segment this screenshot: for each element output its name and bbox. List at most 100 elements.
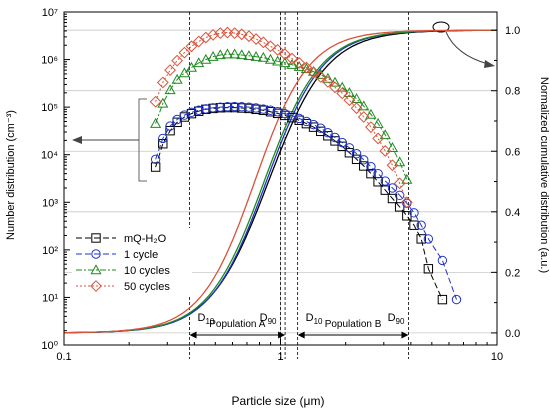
series-diamond	[149, 26, 413, 209]
data-point-diamond	[314, 71, 327, 83]
data-point-circle	[409, 208, 419, 218]
data-point-square	[359, 161, 369, 171]
data-point-circle	[186, 107, 197, 117]
data-point-diamond	[350, 102, 363, 115]
number-distribution-series	[149, 26, 462, 305]
data-point-circle	[91, 249, 101, 259]
data-point-triangle	[307, 65, 320, 76]
data-point-circle	[251, 103, 261, 113]
data-point-triangle	[286, 58, 298, 69]
data-point-circle	[423, 234, 434, 244]
data-point-circle	[222, 102, 233, 112]
data-point-square	[344, 148, 355, 158]
data-point-diamond	[393, 177, 406, 190]
data-point-diamond	[243, 30, 255, 43]
data-point-triangle	[200, 53, 212, 64]
data-point-circle	[244, 102, 254, 112]
data-point-circle	[194, 105, 204, 115]
x-tick-label: 1	[277, 351, 283, 363]
data-point-triangle	[257, 51, 269, 62]
data-point-circle	[280, 108, 290, 119]
series-circle	[150, 101, 462, 305]
legend-label: mQ-H₂O	[124, 233, 167, 245]
legend-label: 50 cycles	[124, 281, 170, 293]
d10-label-a: D10	[198, 312, 215, 326]
data-point-triangle	[358, 100, 370, 111]
data-point-triangle	[221, 48, 234, 59]
population-a-arrow-head-right	[278, 331, 286, 339]
x-tick-label: 10	[491, 351, 503, 363]
series-line	[155, 105, 457, 300]
data-point-diamond	[156, 76, 169, 89]
data-point-square	[416, 234, 426, 244]
axes-layer: 0.1 1 10 10⁰ 10¹ 10² 10³ 10⁴ 10⁵ 10⁶ 10⁷ 0.0 0.2 0.4 0…	[41, 7, 520, 363]
legend-label: 10 cycles	[124, 265, 170, 277]
data-point-diamond	[321, 75, 334, 88]
legend-label: 1 cycle	[124, 249, 158, 261]
y-axis-left-label: Number distribution (cm⁻³)	[5, 110, 17, 240]
data-point-triangle	[250, 50, 262, 61]
data-point-diamond	[293, 57, 306, 69]
data-point-circle	[366, 161, 376, 172]
y-right-tick-label: 1.0	[505, 25, 520, 37]
data-point-circle	[150, 154, 161, 165]
data-point-triangle	[379, 129, 391, 140]
d90-label-a: D90	[260, 312, 277, 326]
data-point-square	[423, 264, 434, 274]
series-line	[155, 107, 443, 300]
data-point-square	[150, 162, 161, 172]
data-point-diamond	[257, 36, 270, 49]
data-point-triangle	[178, 67, 190, 78]
data-point-triangle	[171, 73, 183, 84]
population-a-label-bg	[203, 317, 277, 329]
y-left-tick-label: 10⁷	[42, 7, 58, 19]
data-point-diamond	[336, 87, 349, 100]
cumulative-curves	[63, 29, 498, 334]
data-point-circle	[337, 137, 347, 148]
data-point-diamond	[357, 111, 370, 123]
data-point-diamond	[228, 27, 241, 40]
data-point-square	[351, 154, 362, 165]
data-point-triangle	[207, 50, 219, 61]
data-point-diamond	[271, 43, 284, 56]
y-right-tick-label: 0.4	[505, 207, 520, 219]
data-point-triangle	[279, 57, 291, 68]
data-point-circle	[201, 104, 211, 114]
data-point-diamond	[307, 66, 320, 79]
data-point-triangle	[394, 156, 406, 167]
y-right-tick-label: 0.8	[505, 86, 520, 98]
y-right-tick-label: 0.2	[505, 267, 520, 279]
legend: mQ-H₂O 1 cycle 10 cycles 50 cycles	[72, 228, 192, 296]
data-point-triangle	[243, 50, 255, 61]
data-point-triangle	[229, 48, 241, 59]
data-point-circle	[237, 102, 247, 112]
data-point-triangle	[264, 53, 277, 64]
y-left-tick-label: 10⁰	[41, 340, 58, 352]
data-point-diamond	[149, 95, 162, 108]
data-point-circle	[380, 176, 390, 186]
data-point-triangle	[164, 84, 176, 95]
data-point-diamond	[379, 145, 392, 157]
data-point-diamond	[400, 196, 413, 209]
y-left-tick-label: 10⁵	[41, 102, 58, 114]
data-point-diamond	[278, 48, 291, 61]
data-point-diamond	[343, 94, 356, 107]
y-left-tick-label: 10⁶	[41, 55, 58, 67]
data-point-circle	[215, 102, 225, 112]
data-point-triangle	[214, 49, 226, 60]
data-point-diamond	[250, 33, 262, 45]
data-point-triangle	[401, 173, 413, 184]
left-axis-arrow-head	[72, 136, 82, 144]
data-point-diamond	[372, 132, 385, 145]
population-a-arrow-head-left	[189, 331, 197, 339]
data-point-circle	[323, 128, 333, 138]
data-point-circle	[416, 220, 426, 230]
left-axis-bracket	[138, 98, 147, 182]
data-point-square	[437, 294, 448, 305]
right-axis-marker-circle	[432, 21, 450, 33]
data-point-triangle	[150, 117, 162, 128]
data-point-circle	[172, 114, 182, 125]
data-point-circle	[316, 123, 326, 133]
